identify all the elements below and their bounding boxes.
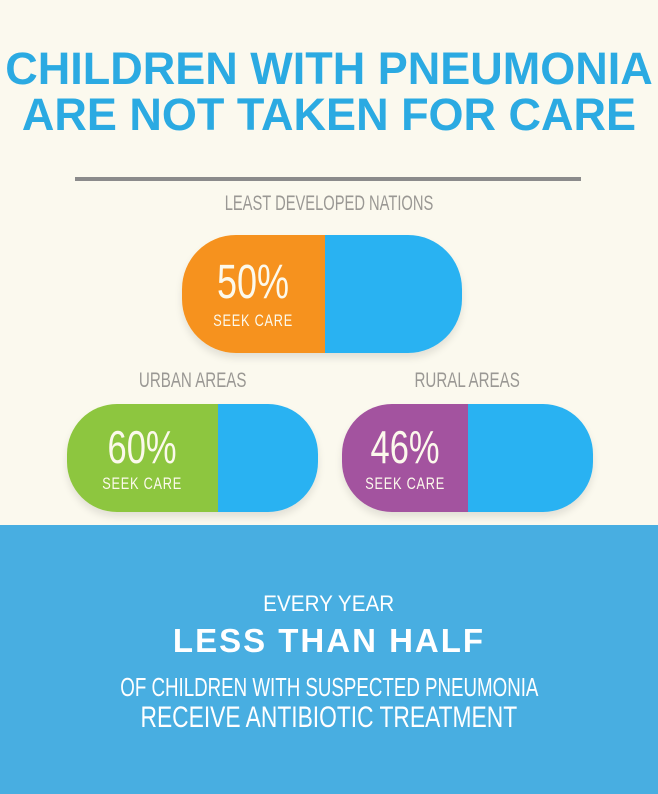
label-least-developed-nations: LEAST DEVELOPED NATIONS [0,193,658,214]
pill-rural-areas: 46% SEEK CARE [342,404,593,512]
label-least-developed-nations-text: LEAST DEVELOPED NATIONS [224,192,434,215]
label-urban-areas: URBAN AREAS [67,370,318,391]
pill-remainder-segment-rural [467,404,593,512]
title-line-1: CHILDREN WITH PNEUMONIA [5,43,653,94]
percent-value-rural: 46% [370,421,440,473]
footer-suspected-pneumonia: OF CHILDREN WITH SUSPECTED PNEUMONIA [119,671,539,702]
pill-urban-areas: 60% SEEK CARE [67,404,318,512]
label-rural-areas-text: RURAL AREAS [414,369,521,392]
pill-fill-segment-least-developed: 50% SEEK CARE [182,235,325,353]
footer-antibiotic-treatment: RECEIVE ANTIBIOTIC TREATMENT [140,700,518,734]
page-title: CHILDREN WITH PNEUMONIA ARE NOT TAKEN FO… [0,46,658,138]
pill-fill-segment-rural: 46% SEEK CARE [342,404,468,512]
label-rural-areas: RURAL AREAS [342,370,593,391]
footer-every-year: EVERY YEAR [263,590,395,616]
footer-banner: EVERY YEAR LESS THAN HALF OF CHILDREN WI… [0,525,658,794]
seek-care-caption-urban: SEEK CARE [102,474,183,493]
divider-line [75,177,581,181]
seek-care-caption-least-developed: SEEK CARE [213,311,294,330]
pill-fill-segment-urban: 60% SEEK CARE [67,404,218,512]
title-line-2: ARE NOT TAKEN FOR CARE [21,89,637,140]
pill-remainder-segment-least-developed [324,235,462,353]
footer-less-than-half: LESS THAN HALF [172,621,486,659]
percent-value-urban: 60% [107,421,177,473]
label-urban-areas-text: URBAN AREAS [138,369,247,392]
pill-remainder-segment-urban [217,404,318,512]
pill-least-developed-nations: 50% SEEK CARE [182,235,462,353]
percent-value-least-developed: 50% [217,256,290,309]
seek-care-caption-rural: SEEK CARE [364,474,445,493]
